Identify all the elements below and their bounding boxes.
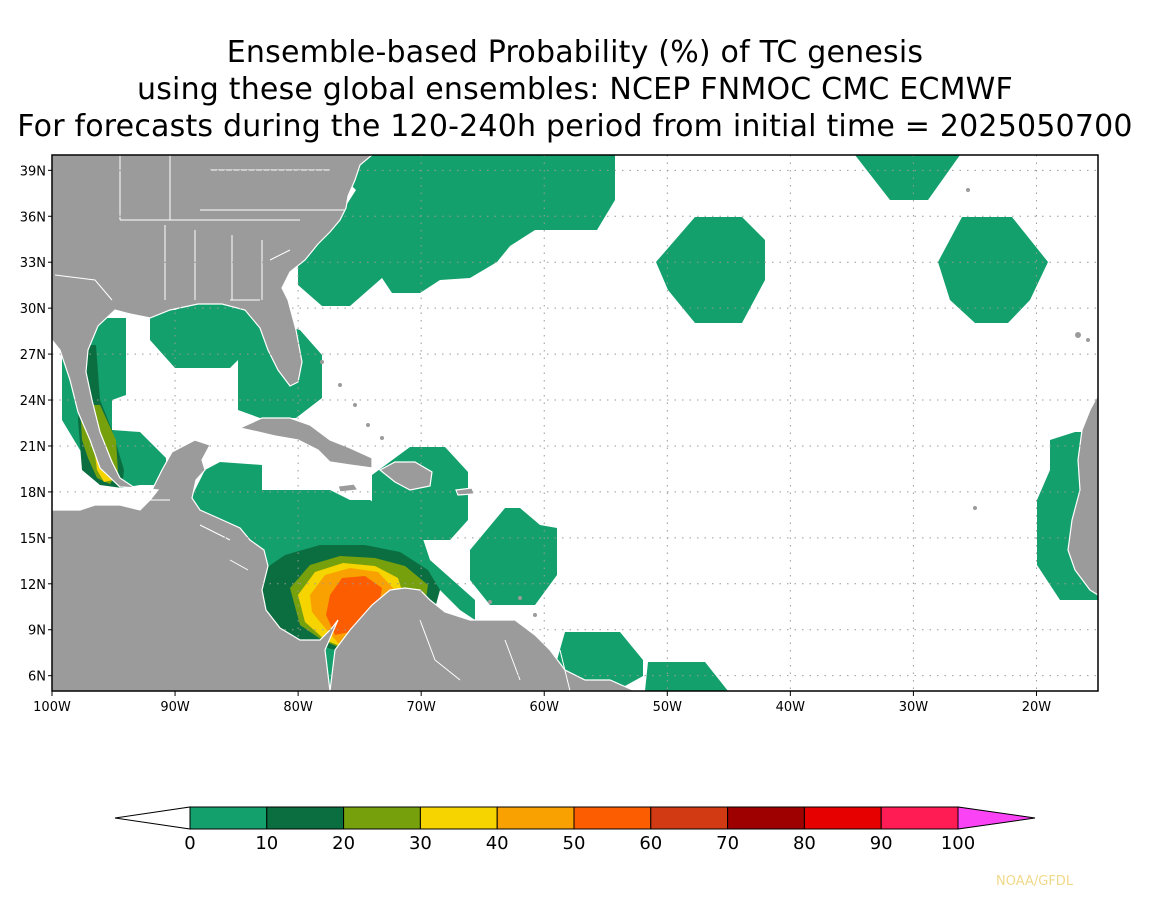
land-jamaica bbox=[337, 483, 360, 493]
lon-tick-40w: 40W bbox=[776, 700, 806, 715]
lat-tick-6n: 6N bbox=[28, 670, 46, 685]
title-line-3: For forecasts during the 120-240h period… bbox=[17, 109, 1133, 144]
prob-region-east-atlantic bbox=[938, 217, 1048, 323]
small-islands bbox=[320, 188, 1090, 617]
colorbar-label-100: 100 bbox=[941, 833, 975, 854]
lon-tick-80w: 80W bbox=[283, 700, 313, 715]
colorbar-box-6 bbox=[650, 806, 729, 830]
colorbar-label-50: 50 bbox=[563, 833, 586, 854]
lon-tick-100w: 100W bbox=[33, 700, 71, 715]
colorbar-label-70: 70 bbox=[716, 833, 739, 854]
prob-region-north-atlantic bbox=[855, 155, 960, 200]
colorbar-label-40: 40 bbox=[486, 833, 509, 854]
land-masses bbox=[52, 155, 1098, 691]
colorbar-left-extension bbox=[114, 806, 191, 830]
lat-tick-27n: 27N bbox=[20, 348, 46, 363]
colorbar-box-7 bbox=[727, 806, 805, 830]
credit-label: NOAA/GFDL bbox=[996, 874, 1074, 889]
colorbar-label-60: 60 bbox=[639, 833, 662, 854]
lat-tick-21n: 21N bbox=[20, 440, 46, 455]
colorbar-label-10: 10 bbox=[255, 833, 278, 854]
colorbar-box-5 bbox=[573, 806, 652, 830]
colorbar-box-9 bbox=[880, 806, 959, 830]
lat-tick-9n: 9N bbox=[28, 624, 46, 639]
lat-tick-39n: 39N bbox=[20, 164, 46, 179]
lon-tick-30w: 30W bbox=[899, 700, 929, 715]
land-north-america bbox=[52, 155, 373, 691]
colorbar-right-extension bbox=[957, 806, 1036, 830]
lat-tick-30n: 30N bbox=[20, 302, 46, 317]
land-cuba bbox=[238, 417, 373, 469]
prob-region-mid-atlantic bbox=[656, 217, 765, 323]
colorbar-box-0 bbox=[189, 806, 268, 830]
land-africa bbox=[1067, 394, 1098, 596]
lat-tick-12n: 12N bbox=[20, 578, 46, 593]
lon-tick-60w: 60W bbox=[530, 700, 560, 715]
political-borders bbox=[54, 155, 571, 691]
lon-tick-50w: 50W bbox=[653, 700, 683, 715]
prob-region-east-coast-sa bbox=[645, 662, 728, 691]
colorbar-label-80: 80 bbox=[793, 833, 816, 854]
colorbar-label-30: 30 bbox=[409, 833, 432, 854]
colorbar-label-0: 0 bbox=[184, 833, 195, 854]
lat-tick-24n: 24N bbox=[20, 394, 46, 409]
prob-region-us-east-coast bbox=[298, 155, 615, 306]
colorbar-box-2 bbox=[343, 806, 421, 830]
land-hispaniola bbox=[378, 461, 433, 491]
title-line-1: Ensemble-based Probability (%) of TC gen… bbox=[226, 35, 924, 70]
colorbar-box-8 bbox=[803, 806, 882, 830]
land-south-america bbox=[329, 587, 636, 691]
prob-region-lesser-antilles bbox=[470, 508, 557, 605]
lon-tick-70w: 70W bbox=[406, 700, 436, 715]
map-frame bbox=[51, 154, 1099, 692]
lat-tick-36n: 36N bbox=[20, 210, 46, 225]
colorbar-box-1 bbox=[266, 806, 345, 830]
colorbar-label-20: 20 bbox=[332, 833, 355, 854]
lon-tick-90w: 90W bbox=[160, 700, 190, 715]
colorbar-box-4 bbox=[496, 806, 575, 830]
lat-tick-33n: 33N bbox=[20, 256, 46, 271]
colorbar: 0 10 20 30 40 50 60 70 80 90 100 bbox=[114, 806, 1036, 854]
colorbar-box-3 bbox=[419, 806, 498, 830]
colorbar-label-90: 90 bbox=[870, 833, 893, 854]
lat-tick-18n: 18N bbox=[20, 486, 46, 501]
latitude-tick-labels: 39N 36N 33N 30N 27N 24N 21N 18N 15N 12N 9N 6N bbox=[20, 164, 52, 685]
lat-tick-15n: 15N bbox=[20, 532, 46, 547]
title-line-2: using these global ensembles: NCEP FNMOC… bbox=[136, 72, 1013, 107]
longitude-tick-labels: 100W 90W 80W 70W 60W 50W 40W 30W 20W bbox=[33, 691, 1051, 715]
lon-tick-20w: 20W bbox=[1022, 700, 1052, 715]
